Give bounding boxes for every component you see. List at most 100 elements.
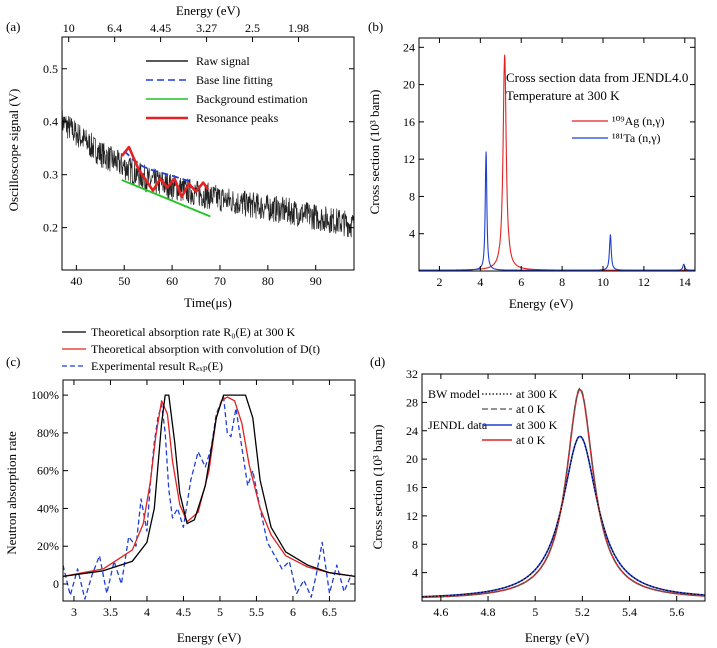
panel-b-x-axis-label: Energy (eV) <box>509 296 573 311</box>
panel-a-y-tick-label: 0.4 <box>43 115 58 129</box>
panel-label-b: (b) <box>368 19 383 34</box>
panel-d-y-tick-label: 16 <box>406 481 418 495</box>
panel-d-y-tick-label: 24 <box>406 424 418 438</box>
panel-a-series <box>62 110 354 238</box>
panel-c-series-convolution <box>63 396 355 578</box>
panel-a-y-tick-label: 0.5 <box>43 62 58 76</box>
panel-c-legend-label-theoretical: Theoretical absorption rate R₀(E) at 300… <box>91 325 295 339</box>
panel-a-series-resonance-peaks <box>120 145 210 199</box>
panel-b-annotation-line-2: Temperature at 300 K <box>506 88 620 103</box>
panel-d-y-tick-label: 12 <box>406 509 418 523</box>
panel-a-x-tick-label: 90 <box>310 274 322 288</box>
panel-b-x-tick-label: 8 <box>559 275 565 289</box>
panel-b-y-tick-label: 16 <box>403 115 415 129</box>
panel-d-legend-label-jendl-0k: at 0 K <box>516 433 546 447</box>
panel-d-x-tick-label: 4.8 <box>481 605 496 619</box>
panel-d-legend-label-bw-300k: at 300 K <box>516 387 558 401</box>
panel-a-y-tick-label: 0.2 <box>43 221 58 235</box>
panel-a-top-axis-label: Energy (eV) <box>176 3 240 18</box>
panel-a-series-background-estimation <box>121 179 211 218</box>
panel-d-y-tick-label: 8 <box>412 537 418 551</box>
panel-d-x-tick-label: 5.6 <box>669 605 684 619</box>
panel-c-series-experimental <box>63 396 352 600</box>
panel-a-legend-label-resonance-peaks: Resonance peaks <box>196 111 279 125</box>
panel-a-top-tick-label: 1.98 <box>288 21 309 35</box>
panel-c-y-tick-label: 40% <box>37 501 59 515</box>
panel-c-x-tick-label: 5 <box>217 605 223 619</box>
panel-a-legend-label-raw-signal: Raw signal <box>196 54 250 68</box>
panel-b-series <box>419 54 695 271</box>
panel-d-legend-label-jendl-300k: at 300 K <box>516 418 558 432</box>
panel-a-top-tick-label: 2.5 <box>245 21 260 35</box>
panel-d-series <box>422 387 705 599</box>
panel-a: Energy (eV) Time(μs) Oscilloscope signal… <box>6 3 355 310</box>
panel-b-x-tick-label: 14 <box>679 275 691 289</box>
panel-b-frame <box>418 37 696 272</box>
panel-a-x-tick-label: 40 <box>70 274 82 288</box>
panel-b-y-tick-label: 24 <box>403 40 415 54</box>
panel-c-x-tick-label: 3 <box>71 605 77 619</box>
panel-a-y-tick-label: 0.3 <box>43 168 58 182</box>
panel-a-legend-label-background-estimation: Background estimation <box>196 92 308 106</box>
panel-b-x-tick-label: 10 <box>597 275 609 289</box>
panel-a-legend-label-base-line-fitting: Base line fitting <box>196 73 273 87</box>
panel-label-d: (d) <box>370 354 385 369</box>
panel-a-legend: Raw signal Base line fitting Background es… <box>146 54 308 125</box>
panel-d: Energy (eV) Cross section (10³ barn) BW … <box>370 367 706 645</box>
panel-d-x-tick-label: 4.6 <box>433 605 448 619</box>
panel-d-legend-label-bw-0k: at 0 K <box>516 402 546 416</box>
panel-c-x-tick-label: 5.5 <box>249 605 264 619</box>
panel-d-frame <box>421 373 706 602</box>
panel-c-series <box>63 394 355 600</box>
panel-c-frame <box>62 379 356 602</box>
panel-c-y-axis-label: Neutron absorption rate <box>4 431 19 555</box>
panel-b-x-tick-label: 6 <box>518 275 524 289</box>
panel-b-x-tick-label: 2 <box>436 275 442 289</box>
panel-c-x-tick-label: 6.5 <box>322 605 337 619</box>
panel-d-x-tick-label: 5.2 <box>575 605 590 619</box>
panel-d-x-axis-label: Energy (eV) <box>525 630 589 645</box>
panel-d-x-tick-label: 5 <box>532 605 538 619</box>
panel-b-x-tick-label: 12 <box>638 275 650 289</box>
panel-d-y-tick-label: 28 <box>406 395 418 409</box>
panel-d-y-tick-label: 4 <box>412 566 418 580</box>
panel-c-legend-label-experimental: Experimental result Rₑₓₚ(E) <box>91 359 223 373</box>
panel-b-x-tick-label: 4 <box>477 275 483 289</box>
panel-d-legend-group-jendl: JENDL data <box>428 418 488 432</box>
panel-a-top-tick-label: 4.45 <box>150 21 171 35</box>
panel-d-legend-group-bw: BW model <box>428 387 481 401</box>
panel-d-y-tick-label: 32 <box>406 367 418 381</box>
panel-d-y-tick-label: 20 <box>406 452 418 466</box>
panel-b-y-tick-label: 4 <box>409 227 415 241</box>
panel-b-y-axis-label: Cross section (10³ barn) <box>367 90 382 215</box>
panel-c-y-tick-label: 80% <box>37 426 59 440</box>
panel-d-x-tick-label: 5.4 <box>622 605 637 619</box>
panel-c-y-tick-label: 100% <box>31 388 59 402</box>
panel-c-series-theoretical <box>63 394 355 578</box>
panel-d-series-jendl-300k <box>422 435 705 598</box>
panel-c-x-tick-label: 4 <box>144 605 150 619</box>
panel-c-y-tick-label: 60% <box>37 464 59 478</box>
panel-c-legend: Theoretical absorption rate R₀(E) at 300… <box>62 325 320 373</box>
panel-b-y-tick-label: 20 <box>403 78 415 92</box>
panel-a-y-axis-label: Oscilloscope signal (V) <box>6 89 21 212</box>
panel-label-a: (a) <box>6 19 20 34</box>
panel-a-top-tick-label: 6.4 <box>107 21 122 35</box>
panel-a-top-tick-label: 3.27 <box>196 21 217 35</box>
panel-c-legend-label-convolution: Theoretical absorption with convolution … <box>91 342 320 356</box>
panel-c-x-tick-label: 3.5 <box>103 605 118 619</box>
panel-label-c: (c) <box>6 354 20 369</box>
panel-a-x-axis-label: Time(μs) <box>184 295 232 310</box>
panel-b-y-tick-label: 12 <box>403 152 415 166</box>
panel-a-x-tick-label: 50 <box>118 274 130 288</box>
panel-c-x-tick-label: 6 <box>290 605 296 619</box>
panel-c-y-tick-label: 20% <box>37 539 59 553</box>
panel-d-series-bw-300k <box>422 435 705 598</box>
panel-c-x-axis-label: Energy (eV) <box>177 630 241 645</box>
panel-d-series-bw-0k <box>422 387 705 598</box>
panel-b-legend-label-ta181: ¹⁸¹Ta (n,γ) <box>612 131 661 145</box>
panel-b-legend-label-ag109: ¹⁰⁹Ag (n,γ) <box>612 114 665 128</box>
panel-c-y-tick-label: 0 <box>53 577 59 591</box>
